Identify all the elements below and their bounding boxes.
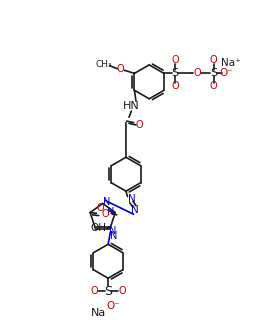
Text: N: N <box>103 197 110 207</box>
Text: O⁻: O⁻ <box>107 301 120 311</box>
Text: O: O <box>171 82 179 91</box>
Text: S: S <box>210 68 217 78</box>
Text: N: N <box>128 194 136 204</box>
Text: OH: OH <box>91 223 107 233</box>
Text: O: O <box>193 68 201 78</box>
Text: Na⁺: Na⁺ <box>221 58 240 67</box>
Text: O: O <box>210 82 217 91</box>
Text: O: O <box>210 55 217 65</box>
Text: O: O <box>118 286 126 296</box>
Text: N: N <box>107 207 114 217</box>
Text: N: N <box>109 226 116 236</box>
Text: O: O <box>90 286 98 296</box>
Text: O: O <box>97 203 104 213</box>
Text: CH₃: CH₃ <box>96 61 113 69</box>
Text: O: O <box>171 55 179 65</box>
Text: N: N <box>131 205 138 215</box>
Text: S: S <box>104 285 112 298</box>
Text: O: O <box>135 120 143 130</box>
Text: Na: Na <box>91 308 107 318</box>
Text: O: O <box>101 209 109 219</box>
Text: HN: HN <box>123 101 140 111</box>
Text: N: N <box>110 231 117 241</box>
Text: O⁻: O⁻ <box>220 68 233 78</box>
Text: S: S <box>171 68 178 78</box>
Text: O: O <box>117 64 124 74</box>
